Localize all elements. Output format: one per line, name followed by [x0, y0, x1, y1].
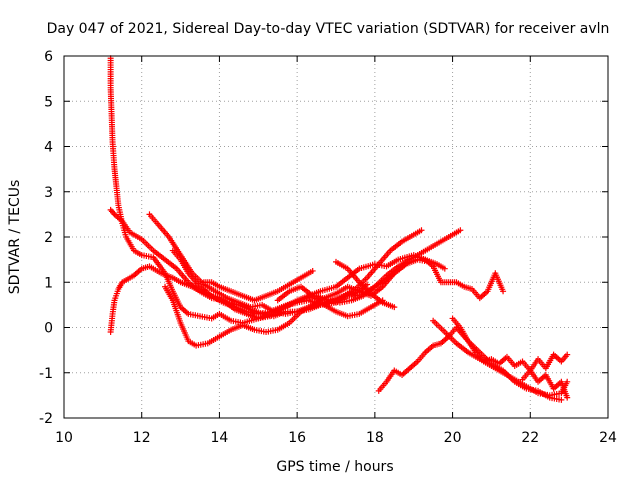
x-tick-label: 16: [288, 430, 306, 446]
y-tick-label: 1: [44, 275, 53, 291]
data-point: [558, 396, 565, 403]
x-tick-label: 10: [55, 430, 73, 446]
data-point: [564, 394, 571, 401]
x-axis-label: GPS time / hours: [276, 459, 393, 475]
series-track-14: [519, 367, 571, 401]
data-point: [564, 351, 571, 358]
x-tick-label: 24: [599, 430, 617, 446]
chart-title: Day 047 of 2021, Sidereal Day-to-day VTE…: [47, 21, 610, 37]
y-tick-label: -2: [39, 411, 53, 427]
y-tick-label: 6: [44, 49, 53, 65]
x-tick-label: 22: [521, 430, 539, 446]
x-tick-label: 14: [211, 430, 229, 446]
y-tick-label: 4: [44, 140, 53, 156]
data-point: [500, 288, 507, 295]
y-tick-labels: -2 -1 0 1 2 3 4 5 6: [39, 49, 53, 427]
series-track-5: [169, 227, 464, 317]
y-tick-label: 2: [44, 230, 53, 246]
y-axis-label: SDTVAR / TECUs: [7, 180, 23, 295]
data-points: [107, 55, 571, 403]
series-track-13: [422, 256, 507, 302]
data-point: [457, 227, 464, 234]
data-point: [309, 267, 316, 274]
y-tick-label: -1: [39, 366, 53, 382]
data-point: [391, 304, 398, 311]
y-tick-label: 0: [44, 321, 53, 337]
series-track-8: [274, 283, 386, 320]
series-track-7: [200, 267, 316, 304]
series-track-6: [162, 261, 409, 349]
series-track-12: [449, 315, 571, 374]
series-track-1: [107, 55, 371, 326]
series-track-9: [333, 258, 398, 311]
data-point: [564, 378, 571, 385]
x-tick-label: 20: [444, 430, 462, 446]
y-tick-label: 3: [44, 185, 53, 201]
data-point: [402, 261, 409, 268]
x-tick-label: 18: [366, 430, 384, 446]
data-point: [441, 265, 448, 272]
series-track-11: [430, 317, 571, 399]
x-tick-labels: 10 12 14 16 18 20 22 24: [55, 430, 617, 446]
y-tick-label: 5: [44, 94, 53, 110]
plot-frame: [63, 55, 609, 419]
x-tick-label: 12: [133, 430, 151, 446]
data-point: [418, 227, 425, 234]
